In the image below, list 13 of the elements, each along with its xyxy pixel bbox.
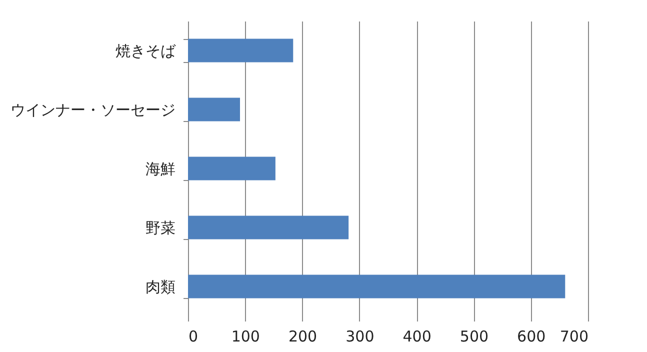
y-tick-label: 焼きそば bbox=[116, 42, 176, 60]
x-tick-label: 200 bbox=[288, 328, 318, 346]
x-tick-label: 600 bbox=[517, 328, 546, 346]
x-tick-label: 100 bbox=[231, 328, 260, 346]
y-tick-label: 野菜 bbox=[146, 219, 176, 237]
x-tick-label: 500 bbox=[460, 328, 489, 346]
y-tick-label: 肉類 bbox=[146, 278, 176, 296]
x-tick-label: 700 bbox=[560, 328, 588, 346]
x-tick-label: 300 bbox=[346, 328, 374, 346]
y-tick-label: ウインナー・ソーセージ bbox=[10, 101, 176, 119]
x-tick-label: 0 bbox=[188, 328, 198, 346]
y-tick-label: 海鮮 bbox=[146, 160, 176, 178]
x-tick-label: 400 bbox=[402, 328, 432, 346]
